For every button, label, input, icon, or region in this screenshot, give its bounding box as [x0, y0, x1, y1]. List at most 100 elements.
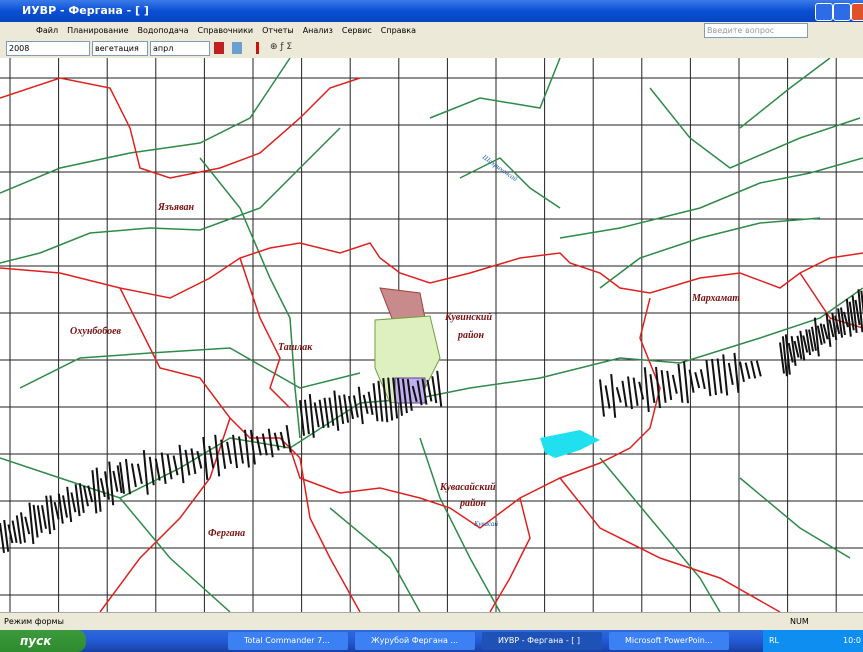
hatch-line [666, 370, 673, 401]
hatch-line [83, 485, 89, 507]
hatch-line [813, 317, 820, 357]
tool-icons[interactable]: ⊕ ƒ Σ [270, 42, 293, 52]
river-label: Кувасай [473, 520, 498, 528]
map-label: Мархамат [691, 293, 740, 304]
hatch-line [840, 307, 846, 336]
menu-item[interactable]: Файл [36, 26, 59, 35]
hatch-line [220, 439, 227, 469]
hatch-line [705, 359, 712, 397]
hatch-line [273, 432, 280, 451]
hatch-line [816, 325, 823, 346]
tool-icon[interactable] [256, 42, 259, 54]
month-combo[interactable]: апрл [150, 41, 210, 56]
season-combo[interactable]: вегетация [92, 41, 148, 56]
menu-item[interactable]: Отчеты [262, 26, 294, 35]
hatch-line [178, 444, 185, 484]
hatch-line [857, 289, 863, 333]
reservoir [540, 430, 600, 458]
hatch-line [87, 485, 94, 503]
status-mode: Режим формы [4, 617, 64, 626]
hatch-line [303, 399, 310, 435]
hatch-line [367, 391, 374, 416]
menu-item[interactable]: Справочники [197, 26, 254, 35]
menu-item[interactable]: Анализ [302, 26, 333, 35]
hatch-line [392, 377, 399, 419]
map-label: район [459, 498, 487, 509]
hatch-line [136, 463, 143, 485]
hatch-line [819, 323, 826, 344]
hatch-line [599, 379, 605, 417]
hatch-line [845, 298, 852, 337]
hatch-line [124, 458, 131, 495]
hatch-line [796, 335, 803, 360]
hatching [0, 289, 863, 553]
hatch-line [62, 495, 68, 518]
hatch-line [683, 361, 689, 404]
hatch-line [57, 493, 64, 524]
hatch-line [243, 429, 250, 468]
hatch-line [119, 462, 125, 494]
hatch-line [627, 376, 633, 410]
hatch-line [711, 358, 717, 396]
status-num: NUM [790, 617, 809, 626]
hatch-line [116, 465, 123, 494]
hatch-line [401, 378, 408, 414]
hatch-line [854, 299, 861, 326]
hatch-line [15, 515, 22, 544]
hatch-line [421, 378, 428, 405]
hatch-line [45, 495, 52, 535]
task-button[interactable]: ИУВР - Фергана - [ ] [482, 632, 602, 650]
hatch-line [784, 334, 791, 375]
boundaries [0, 77, 863, 612]
start-button[interactable]: пуск [0, 630, 86, 652]
map-label: Кувасайский [439, 482, 496, 493]
hatch-line [24, 516, 31, 535]
hatch-line [660, 370, 667, 403]
hatch-line [655, 366, 661, 409]
hatch-line [202, 436, 209, 480]
tool-icon[interactable] [214, 42, 224, 54]
map-label: Ташлак [278, 342, 313, 353]
close[interactable] [851, 3, 863, 21]
map: Язъяван Охунбобоев Ташлак Кувинский райо… [0, 58, 863, 612]
hatch-line [416, 380, 423, 406]
hatch-line [834, 315, 841, 335]
hatch-line [387, 377, 394, 421]
map-label: Охунбобоев [70, 326, 122, 337]
hatch-line [108, 461, 115, 506]
hatch-line [372, 383, 379, 422]
hatch-line [397, 378, 403, 416]
menu-item[interactable]: Планирование [67, 26, 129, 35]
hatch-line [411, 385, 418, 402]
menu-item[interactable]: Водоподача [137, 26, 189, 35]
minimize[interactable] [815, 3, 833, 21]
hatch-line [41, 505, 47, 529]
title-bar: ИУВР - Фергана - [ ] [0, 0, 863, 22]
hatch-line [313, 402, 320, 428]
hatch-line [755, 360, 762, 377]
year-combo[interactable]: 2008 [6, 41, 90, 56]
task-button[interactable]: Журубой Фергана ... [355, 632, 475, 650]
task-button[interactable]: Total Commander 7... [228, 632, 348, 650]
hatch-line [104, 471, 110, 500]
hatch-line [828, 319, 835, 338]
menu-item[interactable]: Справка [380, 26, 417, 35]
hatch-line [28, 502, 35, 545]
hatch-line [148, 456, 155, 486]
hatch-line [610, 373, 617, 418]
maximize[interactable] [833, 3, 851, 21]
hatch-line [3, 519, 10, 552]
hatch-line [851, 295, 858, 333]
menu-item[interactable]: Сервис [341, 26, 372, 35]
hatch-line [142, 450, 149, 495]
help-box[interactable]: Введите вопрос [704, 23, 808, 38]
task-button[interactable]: Microsoft PowerPoin... [609, 632, 729, 650]
hatch-line [842, 311, 849, 328]
hatch-line [184, 449, 191, 476]
map-label: Язъяван [157, 202, 194, 213]
tool-icon[interactable] [232, 42, 242, 54]
hatch-line [70, 492, 77, 513]
hatch-line [32, 504, 39, 538]
hatch-line [154, 458, 161, 481]
